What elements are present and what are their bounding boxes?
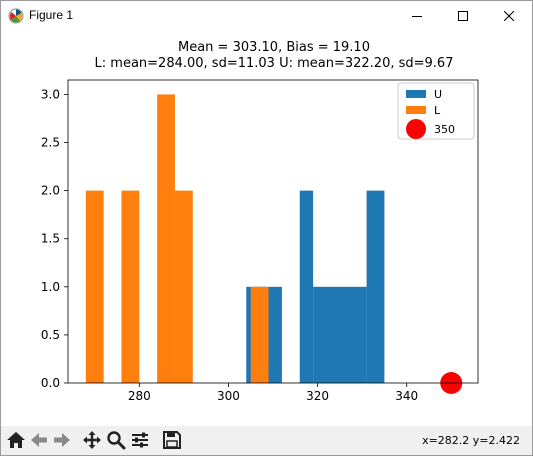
arrow-right-icon [54,433,70,447]
forward-button[interactable] [51,429,73,451]
y-axis-ticks: 0.0 0.5 1.0 1.5 2.0 2.5 3.0 [41,87,68,390]
home-icon [7,432,25,448]
window-title: Figure 1 [29,8,74,22]
cursor-coordinates: x=282.2 y=2.422 [422,434,520,447]
bar-L-4 [250,286,269,383]
y-tick-label-6: 3.0 [41,87,60,101]
save-button[interactable] [161,429,183,451]
x-tick-label-1: 300 [217,389,240,403]
x-tick-label-0: 280 [128,389,151,403]
floppy-disk-icon [163,431,181,449]
sliders-icon [132,432,148,448]
maximize-button[interactable] [440,1,486,31]
figure-canvas[interactable]: Mean = 303.10, Bias = 19.10 L: mean=284.… [1,31,532,426]
legend-label-L: L [434,104,441,117]
legend-swatch-L [406,106,426,114]
bar-U-3 [313,286,367,383]
matplotlib-logo-icon [8,8,24,24]
legend-label-marker: 350 [434,123,455,136]
y-tick-label-4: 2.0 [41,184,60,198]
legend-swatch-U [406,90,426,98]
maximize-icon [458,11,468,21]
move-arrows-icon [83,431,101,449]
minimize-icon [412,16,422,17]
close-button[interactable] [486,1,532,31]
pan-button[interactable] [81,429,103,451]
y-tick-label-5: 2.5 [41,136,60,150]
axes-frame [67,79,479,384]
bar-L-2 [157,94,175,383]
bar-U-2 [299,190,314,383]
x-tick-label-3: 340 [395,389,418,403]
minimize-button[interactable] [394,1,440,31]
arrow-left-icon [31,433,47,447]
magnifier-icon [107,431,126,450]
y-tick-label-0: 0.0 [41,376,60,390]
home-button[interactable] [5,429,27,451]
title-bar[interactable]: Figure 1 [1,1,532,31]
bar-U-4 [366,190,385,383]
x-tick-label-2: 320 [306,389,329,403]
back-button[interactable] [28,429,50,451]
bar-L-3 [174,190,193,383]
y-tick-label-2: 1.0 [41,280,60,294]
navigation-toolbar: x=282.2 y=2.422 [1,426,532,455]
close-icon [504,11,514,21]
legend-label-U: U [434,88,442,101]
chart-title-line-1: Mean = 303.10, Bias = 19.10 [178,40,370,55]
x-axis-ticks: 280 300 320 340 [128,383,418,403]
histogram-chart: Mean = 303.10, Bias = 19.10 L: mean=284.… [41,40,479,403]
histogram-bars [85,94,385,383]
zoom-button[interactable] [105,429,127,451]
legend-marker-swatch [406,119,426,139]
bar-L-0 [85,190,104,383]
y-tick-label-1: 0.5 [41,328,60,342]
y-tick-label-3: 1.5 [41,232,60,246]
configure-subplots-button[interactable] [129,429,151,451]
chart-title-line-2: L: mean=284.00, sd=11.03 U: mean=322.20,… [95,56,454,71]
legend: UL 350 [397,82,475,140]
bar-L-1 [121,190,140,383]
